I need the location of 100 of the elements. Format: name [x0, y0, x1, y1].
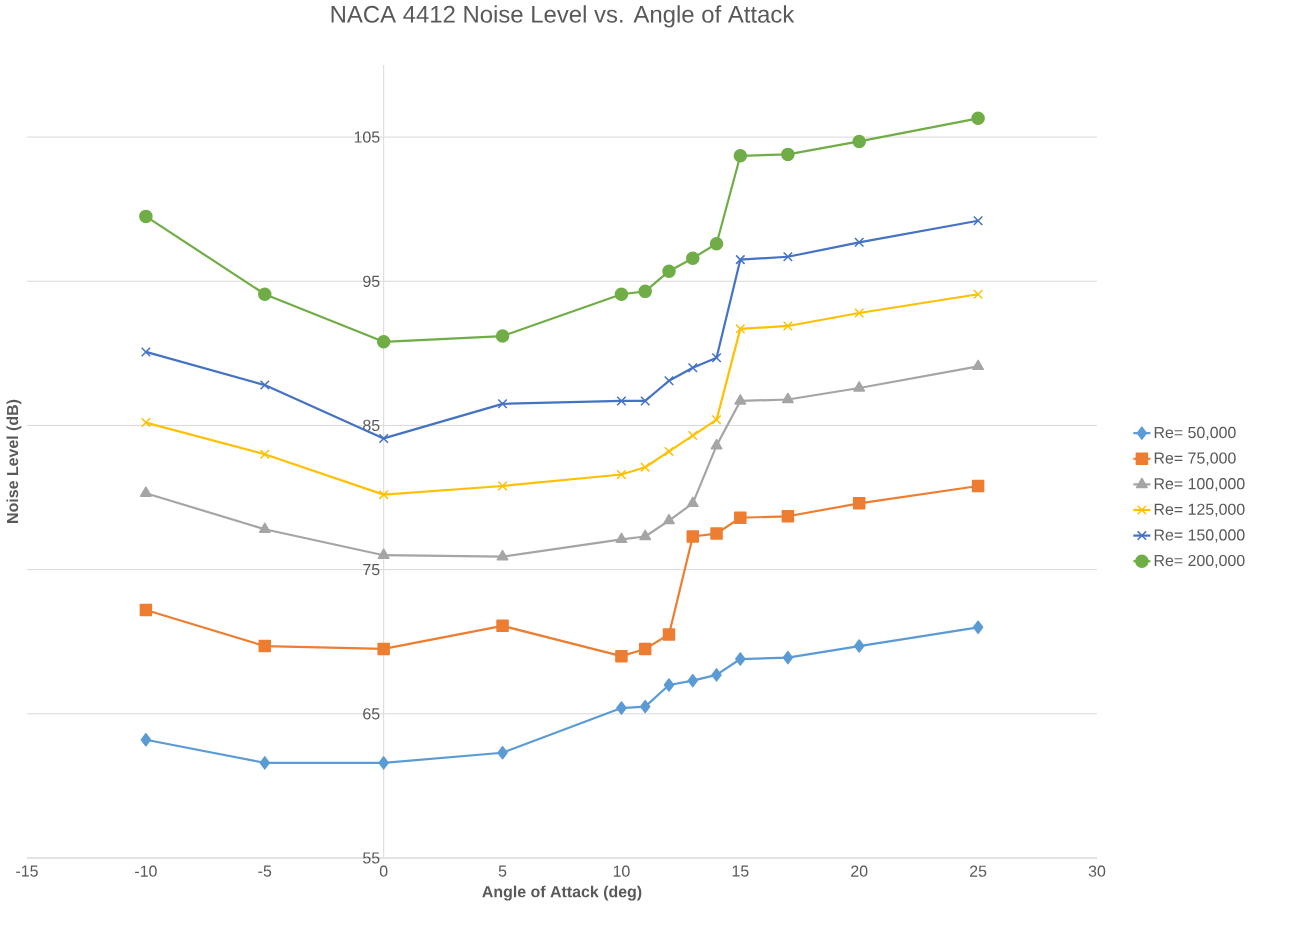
legend-label: Re= 150,000 — [1154, 529, 1245, 543]
point — [139, 603, 153, 617]
legend-label: Re= 75,000 — [1154, 452, 1236, 466]
legend-label: Re= 200,000 — [1154, 554, 1245, 569]
point — [781, 147, 795, 162]
point — [687, 673, 699, 688]
point — [686, 251, 700, 265]
point — [640, 395, 651, 406]
x-tick-label: -15 — [16, 865, 38, 877]
point — [139, 486, 152, 497]
point — [853, 381, 866, 392]
point — [854, 237, 865, 248]
chart-title: NACA 4412 Noise Level vs. Angle of Attack — [331, 5, 795, 28]
point — [971, 111, 985, 126]
point — [140, 346, 151, 357]
point — [663, 513, 675, 525]
point — [378, 756, 389, 770]
point — [258, 522, 271, 534]
point — [709, 237, 724, 251]
legend-label: Re= 100,000 — [1154, 478, 1245, 492]
point — [496, 549, 509, 561]
x-axis-title: Angle of Attack (deg) — [482, 885, 642, 901]
point — [638, 284, 652, 299]
y-tick-label: 65 — [363, 708, 380, 720]
point — [258, 287, 272, 301]
point — [139, 209, 153, 224]
point — [711, 668, 722, 682]
point — [686, 496, 699, 508]
y-tick-label: 105 — [354, 131, 380, 143]
point — [614, 287, 629, 301]
point — [853, 639, 865, 653]
point — [664, 446, 674, 457]
point — [852, 497, 866, 510]
x-tick-label: -10 — [135, 865, 157, 877]
point — [640, 462, 651, 473]
point — [973, 215, 984, 226]
point — [664, 375, 674, 386]
point — [259, 449, 270, 460]
point — [497, 746, 508, 760]
point — [733, 149, 748, 163]
x-tick-label: 0 — [379, 865, 388, 877]
point — [616, 469, 627, 480]
point — [662, 628, 676, 641]
point — [686, 530, 700, 543]
point — [616, 701, 627, 715]
point — [259, 380, 270, 391]
point — [781, 392, 794, 404]
point — [687, 430, 698, 441]
point — [662, 264, 676, 278]
legend-label: Re= 50,000 — [1154, 426, 1236, 441]
x-tick-label: 10 — [613, 865, 630, 877]
point — [140, 733, 152, 747]
y-tick-label: 95 — [363, 275, 380, 287]
point — [615, 649, 628, 663]
point — [972, 359, 985, 371]
point — [734, 511, 747, 524]
x-tick-label: 20 — [851, 865, 868, 877]
point — [496, 619, 509, 633]
point — [376, 335, 391, 349]
point — [497, 481, 508, 491]
point — [972, 620, 984, 635]
point — [497, 398, 508, 409]
point — [639, 699, 651, 714]
point — [377, 548, 390, 559]
point — [663, 678, 675, 692]
point — [735, 323, 746, 334]
point — [971, 479, 985, 493]
point — [735, 652, 746, 666]
y-tick-label: 55 — [363, 852, 380, 864]
x-tick-label: 25 — [970, 865, 987, 877]
point — [782, 320, 793, 331]
point — [852, 134, 866, 149]
point — [710, 527, 723, 540]
point — [711, 414, 722, 425]
point — [973, 289, 984, 300]
point — [781, 510, 795, 523]
point — [259, 756, 271, 770]
point — [639, 529, 652, 541]
point — [735, 254, 746, 265]
x-tick-label: 30 — [1088, 865, 1106, 877]
point — [378, 489, 389, 500]
point — [140, 417, 151, 428]
point — [258, 639, 272, 653]
x-tick-label: 15 — [732, 865, 749, 877]
point — [638, 642, 652, 656]
y-axis-title: Noise Level (dB) — [6, 399, 22, 523]
legend-label: Re= 125,000 — [1154, 503, 1245, 517]
point — [854, 307, 865, 318]
point — [710, 438, 723, 450]
point — [615, 532, 628, 544]
point — [711, 352, 722, 363]
point — [687, 362, 698, 373]
x-tick-label: 5 — [498, 865, 507, 877]
point — [734, 394, 747, 405]
point — [495, 329, 510, 343]
point — [782, 650, 794, 665]
point — [616, 395, 627, 406]
y-tick-label: 85 — [363, 419, 380, 432]
x-tick-label: -5 — [258, 865, 272, 877]
y-tick-label: 75 — [363, 564, 380, 576]
